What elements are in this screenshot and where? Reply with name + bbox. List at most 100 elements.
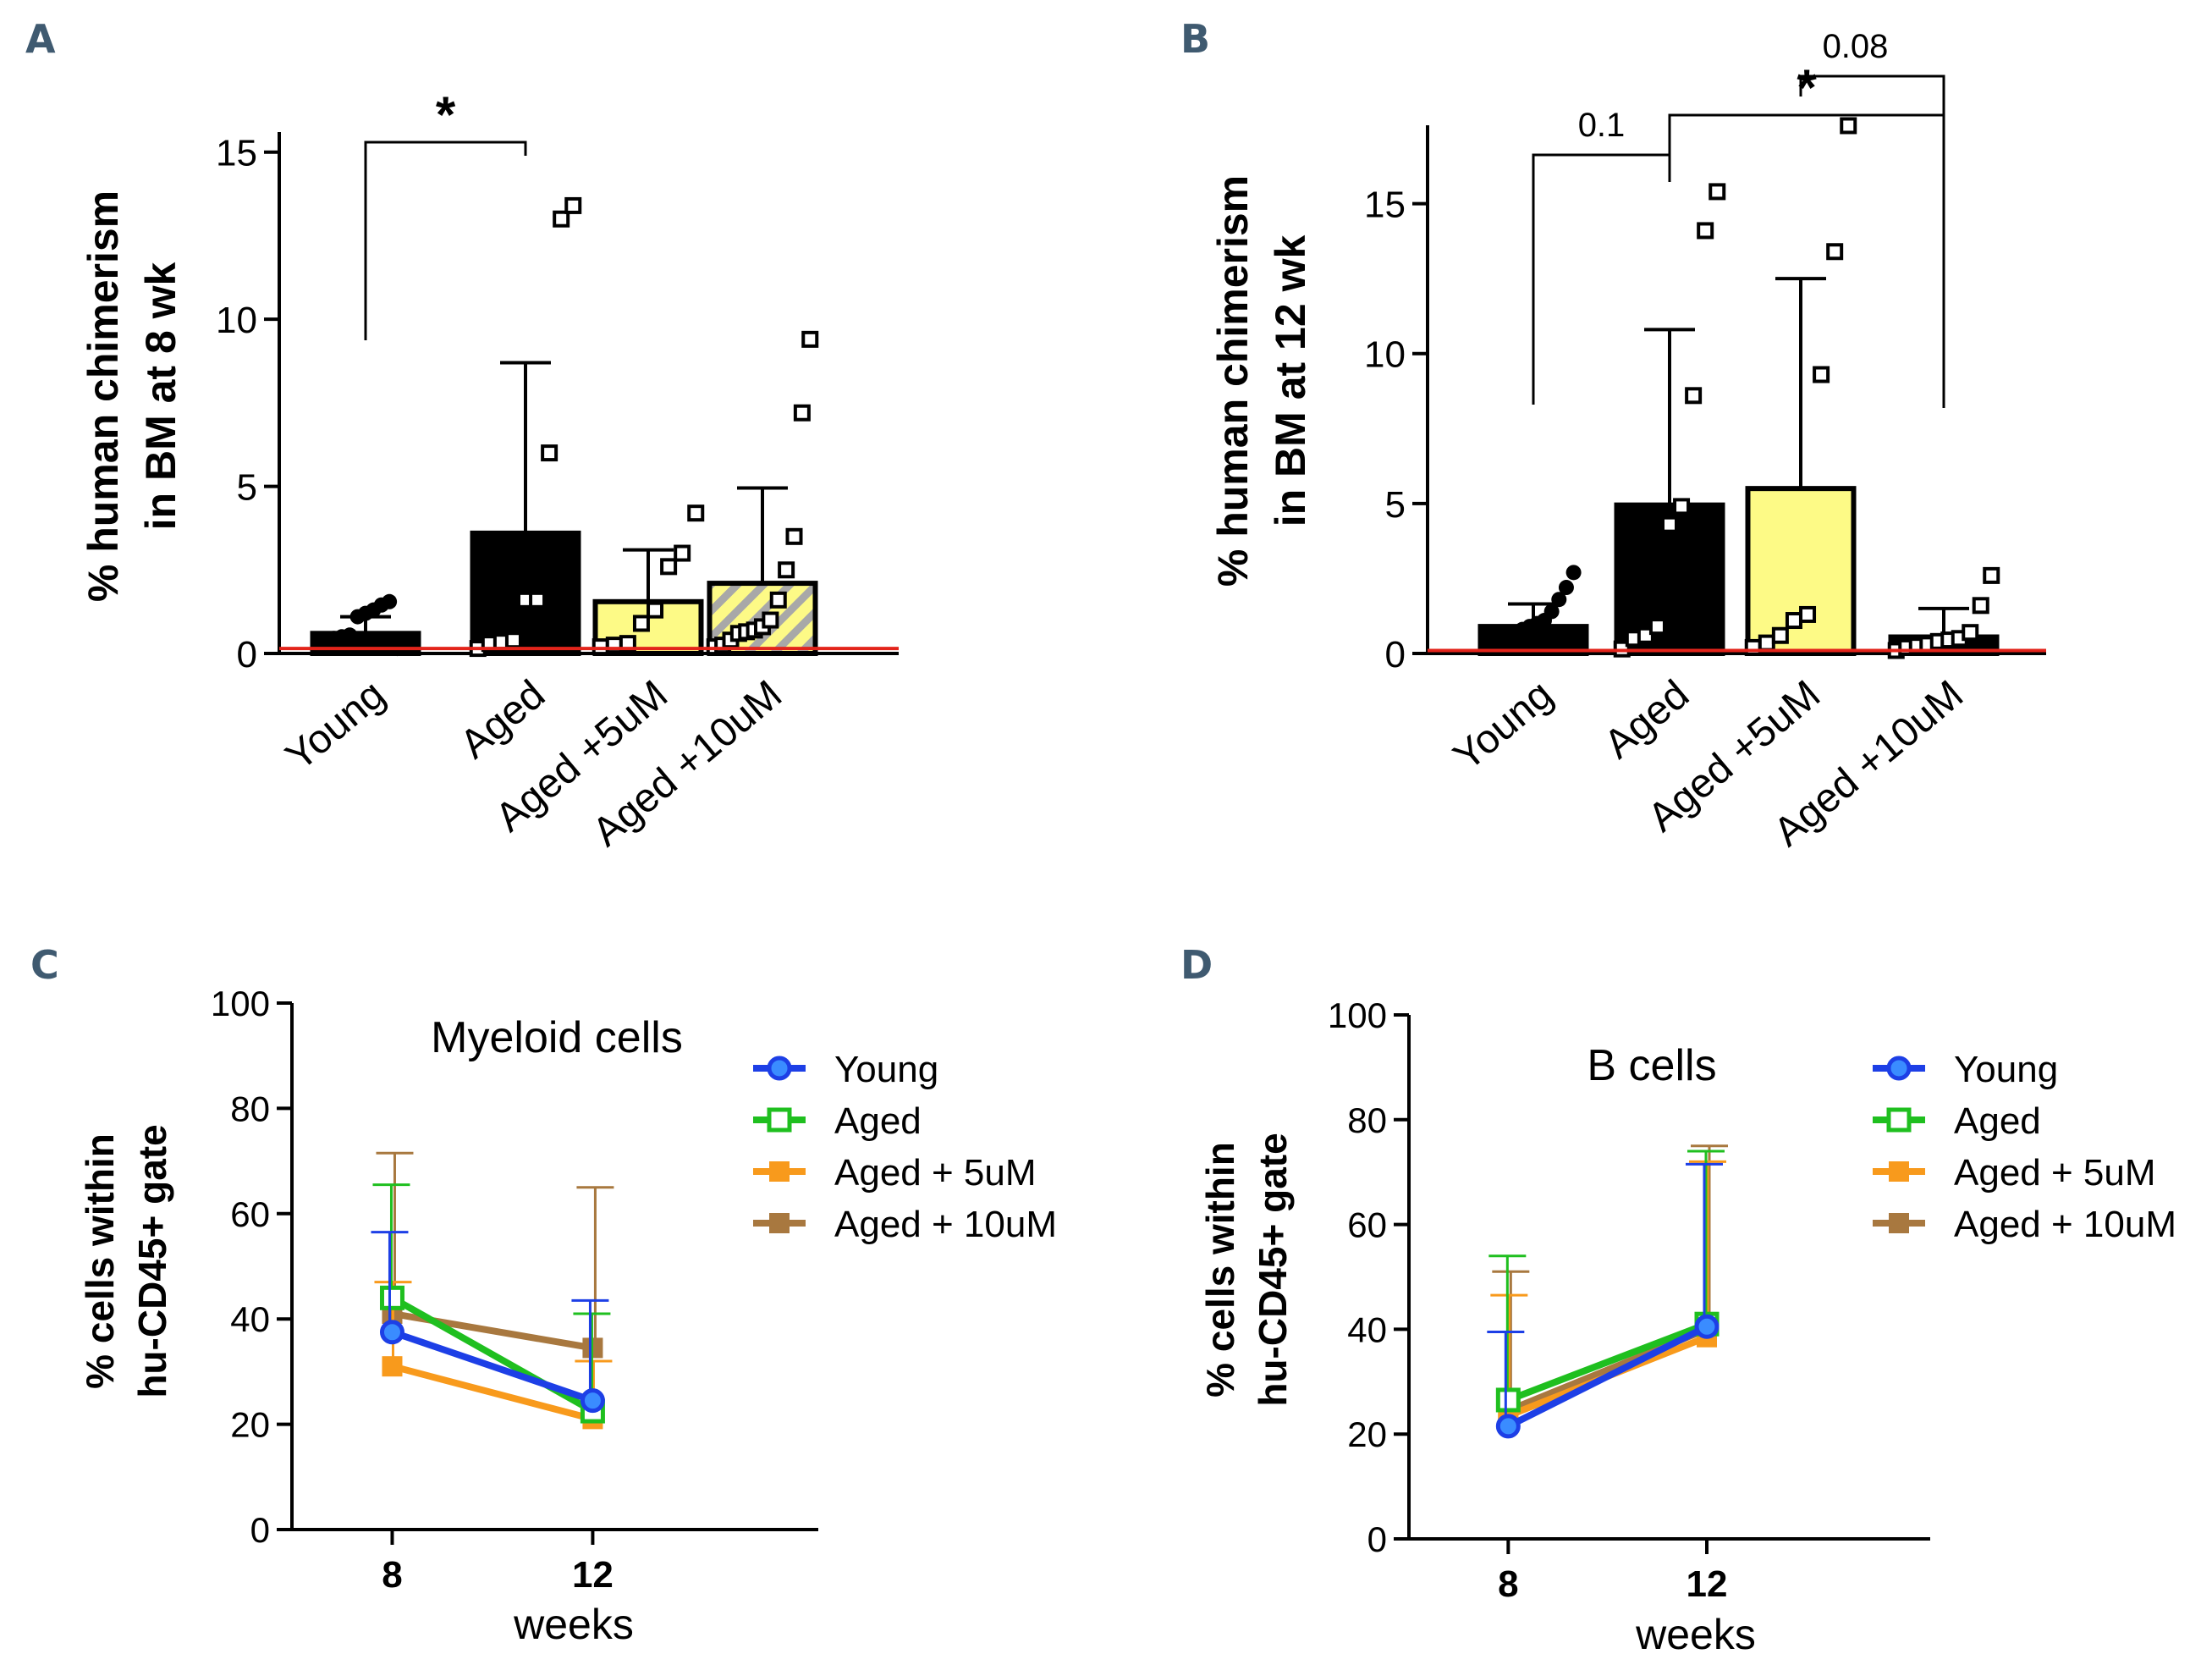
y-tick-label: 40 [230,1299,270,1339]
data-point [405,634,421,650]
panel-letter-c: C [30,942,59,988]
data-point [1495,1387,1521,1413]
significance-bracket [1668,113,1945,408]
data-point [504,631,522,649]
significance-bracket [364,141,527,340]
x-tick-label: Aged [1596,672,1698,768]
legend-marker [769,1213,790,1233]
legend-label: Aged + 5uM [834,1152,1037,1194]
panel-a-bar-chart: % human chimerism in BM at 8 wk 0 5 10 15 Yo… [80,86,899,855]
significance-bracket [1799,74,1945,408]
legend-item: Aged + 5uM [753,1152,1037,1194]
data-point [632,615,650,632]
y-axis-title-line2: in BM at 12 wk [1267,235,1314,527]
series-young [371,1231,609,1414]
data-point [1813,366,1830,383]
data-point [647,601,664,619]
data-point [660,558,678,576]
data-point [762,611,779,629]
data-point [1785,612,1802,630]
legend-item: Aged + 10uM [1873,1204,2176,1245]
data-point [1558,580,1574,596]
x-tick-label: 8 [382,1554,402,1596]
y-tick-label: 20 [230,1405,270,1445]
series-young [1487,1162,1723,1439]
data-point [1637,626,1654,644]
data-point [382,593,398,609]
data-point [529,591,547,609]
series-aged-10um [376,1151,614,1359]
x-tick-label: Young [1445,672,1561,780]
x-tick-label: Aged [452,672,553,768]
legend-label: Aged + 10uM [1954,1204,2176,1245]
legend-marker [1886,1056,1912,1081]
legend-label: Aged + 5uM [1954,1152,2156,1194]
data-point [1648,618,1666,636]
y-axis-title: % cells within hu-CD45+ gate [1198,1133,1295,1406]
data-point [1744,638,1762,656]
panel-letter-a: A [25,16,56,62]
series-line [391,1363,594,1423]
y-tick-label: 0 [1385,634,1406,675]
legend-marker [1889,1213,1909,1233]
y-tick-label: 20 [1347,1414,1387,1454]
legend-label: Young [1954,1049,2058,1090]
y-axis-title: % human chimerism in BM at 8 wk [80,190,184,602]
y-tick-label: 100 [211,984,270,1023]
legend-marker [1886,1107,1912,1133]
data-point [1972,597,1989,615]
y-axis-title-line1: % cells within [78,1133,122,1389]
legend-item: Aged + 5uM [1873,1152,2156,1194]
data-point [769,591,787,609]
legend-marker [1889,1161,1909,1182]
y-axis-title: % cells within hu-CD45+ gate [78,1124,174,1398]
x-tick-label: Young [278,672,393,780]
y-tick-label: 15 [216,133,257,174]
y-axis-title-line1: % cells within [1198,1142,1242,1398]
data-point [1673,498,1691,515]
x-axis-title: weeks [513,1601,634,1648]
series-aged-5um [1490,1160,1726,1426]
data-point [564,196,582,214]
significance-label: * [436,86,456,143]
legend-marker [767,1107,792,1133]
data-point [1771,626,1789,644]
data-point [1565,565,1582,581]
data-point [1685,387,1703,405]
x-axis-title: weeks [1635,1611,1756,1658]
legend-item: Young [753,1049,938,1090]
significance-label: 0.1 [1578,107,1626,144]
y-tick-label: 5 [1385,484,1406,526]
x-tick-label: 12 [1687,1563,1728,1605]
data-point [1495,1414,1521,1439]
data-point [1694,1314,1720,1339]
significance-label: 0.08 [1823,28,1889,65]
series-aged-10um [1492,1144,1728,1421]
y-tick-label: 100 [1328,995,1387,1035]
y-tick-label: 40 [1347,1309,1387,1349]
y-tick-label: 80 [1347,1100,1387,1140]
series-line [1506,1320,1709,1403]
panel-letter-d: D [1180,942,1213,988]
legend-item: Young [1873,1049,2058,1090]
data-point [785,527,803,545]
data-point [674,544,691,562]
data-point [541,444,559,462]
data-point [1962,624,1979,642]
y-tick-label: 15 [1364,185,1406,226]
legend-marker [769,1161,790,1182]
data-point [687,504,705,522]
y-tick-label: 0 [250,1510,270,1550]
data-point [1758,634,1775,652]
data-point [793,404,811,422]
legend-label: Aged [1954,1100,2041,1142]
series-line [1506,1323,1709,1430]
panel-b-bar-chart: % human chimerism in BM at 12 wk 0 5 10 15 Y… [1209,28,2046,855]
y-axis-title-line1: % human chimerism [1209,175,1257,587]
legend-label: Aged [834,1100,922,1142]
y-axis-title-line2: in BM at 8 wk [137,262,184,530]
data-point [1826,243,1844,261]
data-point [553,210,570,228]
data-point [1709,183,1726,201]
